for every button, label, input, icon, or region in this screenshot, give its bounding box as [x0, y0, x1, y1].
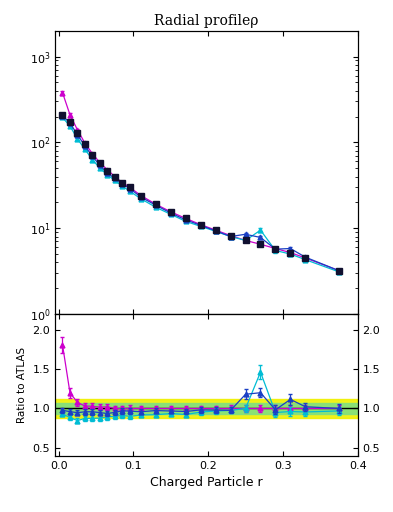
Title: Radial profileρ: Radial profileρ	[154, 14, 259, 28]
X-axis label: Charged Particle r: Charged Particle r	[150, 476, 263, 489]
Y-axis label: Ratio to ATLAS: Ratio to ATLAS	[17, 347, 27, 423]
